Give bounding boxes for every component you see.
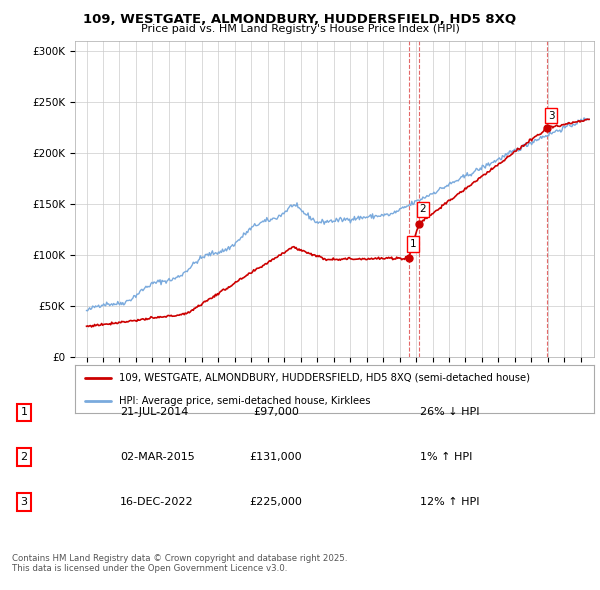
Text: 3: 3 xyxy=(548,111,554,120)
Text: £131,000: £131,000 xyxy=(250,453,302,462)
Text: 1% ↑ HPI: 1% ↑ HPI xyxy=(420,453,472,462)
Text: 3: 3 xyxy=(20,497,28,507)
Text: 21-JUL-2014: 21-JUL-2014 xyxy=(120,408,188,417)
Text: 12% ↑ HPI: 12% ↑ HPI xyxy=(420,497,479,507)
Text: 1: 1 xyxy=(409,239,416,249)
Text: £97,000: £97,000 xyxy=(253,408,299,417)
Text: £225,000: £225,000 xyxy=(250,497,302,507)
Text: Contains HM Land Registry data © Crown copyright and database right 2025.
This d: Contains HM Land Registry data © Crown c… xyxy=(12,554,347,573)
Point xyxy=(542,123,552,133)
Point xyxy=(404,254,413,263)
Point xyxy=(414,219,424,228)
Text: 02-MAR-2015: 02-MAR-2015 xyxy=(120,453,195,462)
Text: 16-DEC-2022: 16-DEC-2022 xyxy=(120,497,194,507)
Text: HPI: Average price, semi-detached house, Kirklees: HPI: Average price, semi-detached house,… xyxy=(119,396,371,406)
Text: 26% ↓ HPI: 26% ↓ HPI xyxy=(420,408,479,417)
Text: 109, WESTGATE, ALMONDBURY, HUDDERSFIELD, HD5 8XQ: 109, WESTGATE, ALMONDBURY, HUDDERSFIELD,… xyxy=(83,13,517,26)
Text: 2: 2 xyxy=(419,204,426,214)
Text: 1: 1 xyxy=(20,408,28,417)
Text: Price paid vs. HM Land Registry's House Price Index (HPI): Price paid vs. HM Land Registry's House … xyxy=(140,24,460,34)
Text: 2: 2 xyxy=(20,453,28,462)
Text: 109, WESTGATE, ALMONDBURY, HUDDERSFIELD, HD5 8XQ (semi-detached house): 109, WESTGATE, ALMONDBURY, HUDDERSFIELD,… xyxy=(119,373,530,383)
